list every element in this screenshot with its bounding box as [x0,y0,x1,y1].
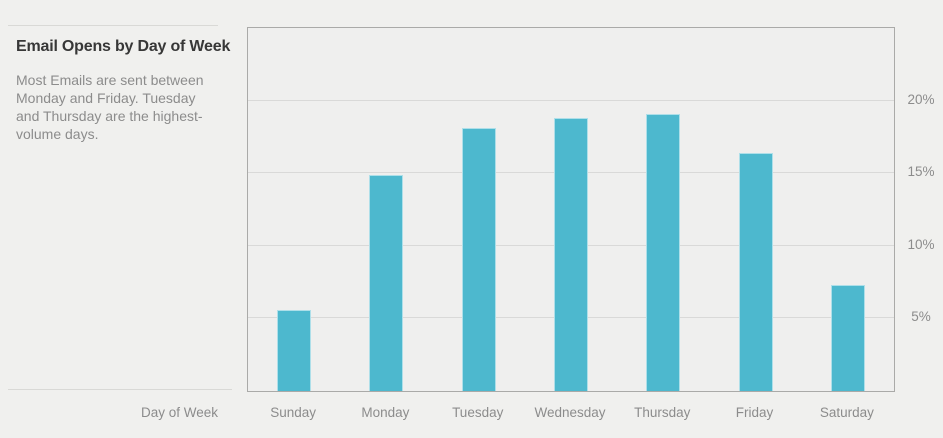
y-tick-label: 5% [911,309,931,325]
sidebar-top-divider [8,25,218,26]
x-axis-caption: Day of Week [140,405,218,420]
x-tick-label: Wednesday [534,405,606,420]
x-tick-label: Sunday [270,405,317,420]
gridline [248,99,894,101]
bar-monday[interactable] [369,174,404,391]
x-axis-labels: Sunday Monday Tuesday Wednesday Thursday Frid… [247,404,893,424]
bar-sunday[interactable] [277,309,312,391]
x-tick-label: Monday [361,405,410,420]
x-tick-label: Saturday [819,405,874,420]
bar-friday[interactable] [738,152,773,391]
sidebar-bottom-divider [8,389,232,390]
y-tick-label: 10% [907,236,935,252]
bar-tuesday[interactable] [461,128,496,391]
x-tick-label: Thursday [634,405,691,420]
bar-wednesday[interactable] [554,118,588,391]
chart-description: Most Emails are sent between Monday and … [16,72,204,142]
x-tick-label: Friday [735,405,774,420]
y-tick-label: 15% [907,164,935,180]
y-axis-labels: 5% 10% 15% 20% [905,27,937,390]
x-tick-label: Tuesday [452,405,504,420]
chart-title: Email Opens by Day of Week [16,38,231,55]
bar-chart-plot [247,27,895,392]
bar-saturday[interactable] [830,285,865,391]
bar-thursday[interactable] [646,113,681,391]
y-tick-label: 20% [907,91,935,107]
